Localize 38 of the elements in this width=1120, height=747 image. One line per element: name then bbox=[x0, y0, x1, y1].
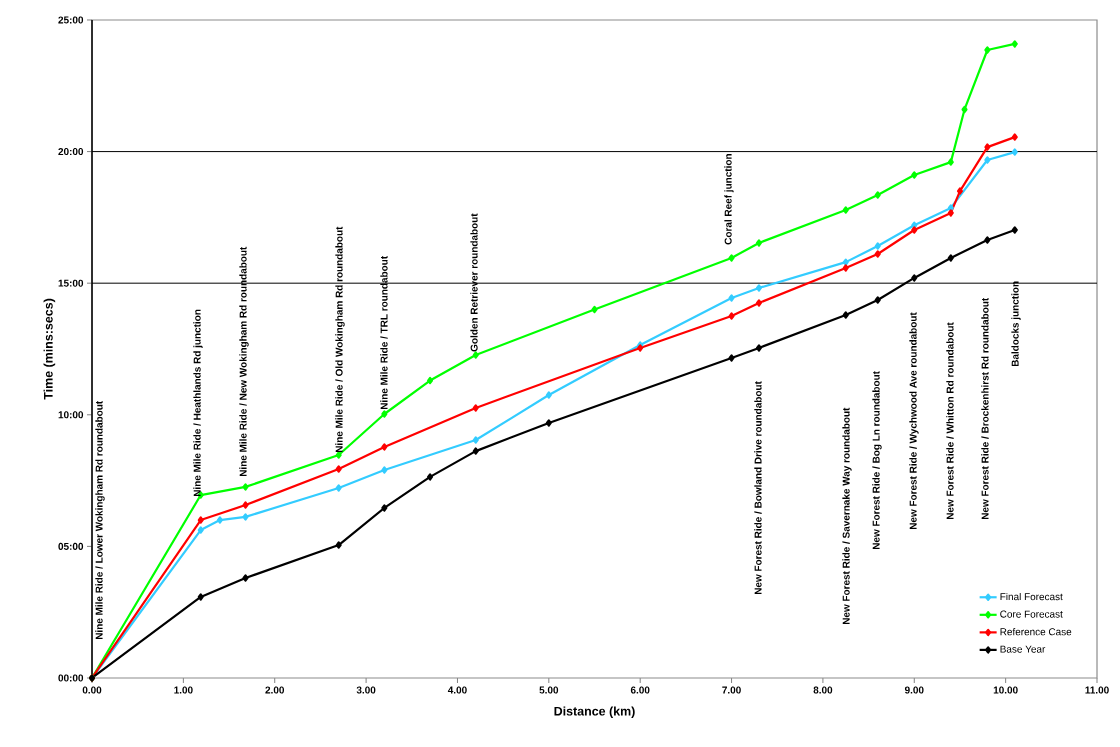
y-tick-label: 20:00 bbox=[58, 148, 84, 156]
annotation: Nine Mile Ride / New Wokingham Rd roundabout bbox=[239, 246, 249, 477]
x-tick-label: 7.00 bbox=[722, 686, 741, 694]
annotation: New Forest Ride / Whitton Rd roundabout bbox=[946, 322, 954, 520]
annotation: New Forest Ride / Wychwood Ave roundabout bbox=[909, 312, 919, 530]
x-tick-label: 8.00 bbox=[813, 686, 833, 694]
annotation: Nine Mile Ride / Heathlands Rd junction bbox=[193, 309, 203, 497]
annotation: Baldocks junction bbox=[1011, 281, 1021, 367]
annotation: Nine Mile Ride / Lower Wokingham Rd roundabout bbox=[95, 400, 105, 640]
annotation: New Forest Ride / Bog Ln roundabout bbox=[872, 371, 882, 550]
annotation: New Forest Ride / Bowland Drive roundabout bbox=[754, 381, 762, 595]
x-tick-label: 6.00 bbox=[630, 686, 650, 694]
annotation: Golden Retriever roundabout bbox=[470, 213, 478, 352]
annotation: New Forest Ride / Savernake Way roundabout bbox=[842, 407, 852, 625]
y-tick-label: 05:00 bbox=[58, 542, 84, 550]
legend-label: Core Forecast bbox=[1000, 610, 1063, 618]
legend-label: Base Year bbox=[1000, 645, 1046, 653]
y-tick-label: 00:00 bbox=[58, 674, 84, 682]
x-tick-label: 5.00 bbox=[539, 686, 559, 694]
annotation: Nine Mile Ride / Old Wokingham Rd roundabout bbox=[335, 226, 345, 453]
y-axis-title: Time (mins:secs) bbox=[43, 298, 56, 400]
x-tick-label: 11.00 bbox=[1085, 686, 1109, 694]
annotation: New Forest Ride / Brockenhirst Rd roundabout bbox=[981, 297, 989, 520]
annotation: Coral Reef junction bbox=[724, 154, 734, 245]
x-tick-label: 3.00 bbox=[356, 686, 376, 694]
x-tick-label: 9.00 bbox=[904, 686, 924, 694]
x-axis-title: Distance (km) bbox=[554, 706, 635, 719]
x-tick-label: 10.00 bbox=[993, 686, 1018, 694]
y-tick-label: 10:00 bbox=[58, 411, 84, 419]
y-tick-label: 25:00 bbox=[58, 16, 84, 24]
legend-label: Final Forecast bbox=[1000, 592, 1063, 601]
annotation: Nine Mile Ride / TRL roundabout bbox=[380, 256, 388, 410]
x-tick-label: 1.00 bbox=[174, 686, 193, 694]
x-tick-label: 0.00 bbox=[82, 686, 102, 694]
x-tick-label: 4.00 bbox=[447, 686, 467, 694]
x-tick-label: 2.00 bbox=[265, 686, 285, 694]
y-tick-label: 15:00 bbox=[58, 279, 84, 287]
legend-label: Reference Case bbox=[1000, 628, 1072, 636]
